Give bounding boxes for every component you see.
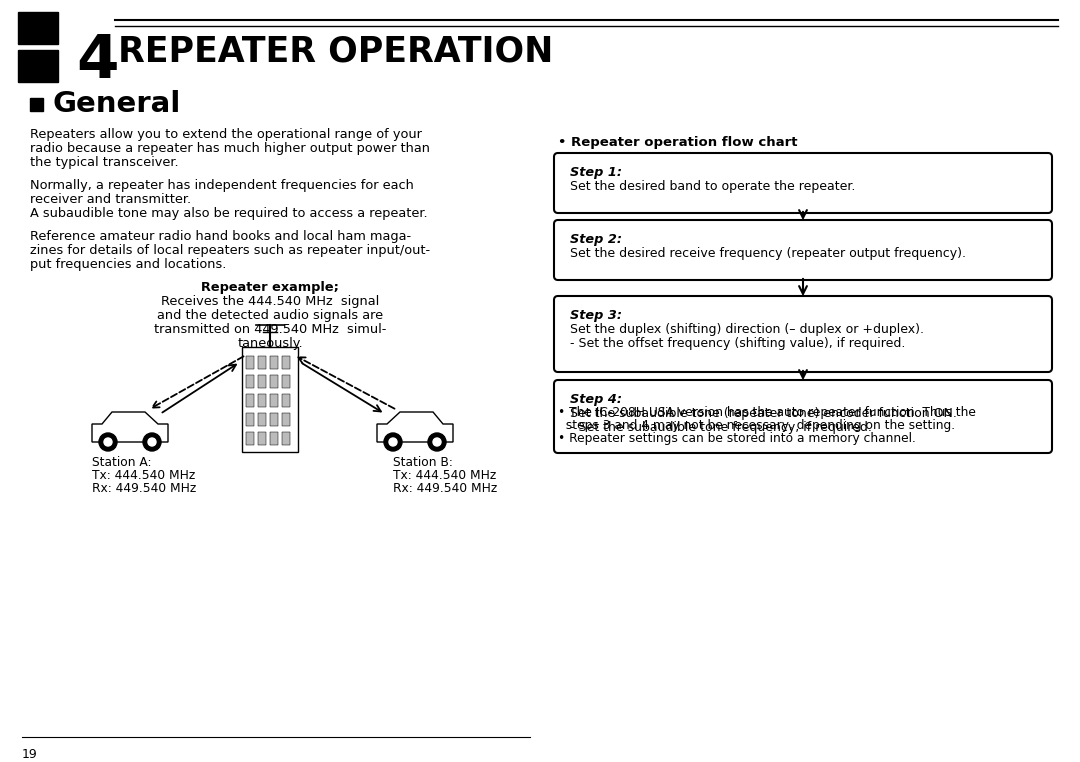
Text: Step 3:: Step 3: [570, 309, 622, 322]
Text: Normally, a repeater has independent frequencies for each: Normally, a repeater has independent fre… [30, 179, 414, 192]
Bar [282, 413, 291, 426]
Bar [270, 413, 278, 426]
Text: Set the desired receive frequency (repeater output frequency).: Set the desired receive frequency (repea… [570, 247, 966, 260]
Circle shape [384, 433, 402, 451]
FancyBboxPatch shape [554, 296, 1052, 372]
Bar [258, 394, 266, 407]
Bar [246, 413, 254, 426]
Bar [246, 394, 254, 407]
Text: • The IC-208H USA version has the auto repeater function. Thus the: • The IC-208H USA version has the auto r… [558, 406, 976, 419]
Text: - Set the subaudible tone frequency, if required.: - Set the subaudible tone frequency, if … [570, 421, 872, 434]
Text: Set the desired band to operate the repeater.: Set the desired band to operate the repe… [570, 180, 855, 193]
Circle shape [148, 438, 156, 446]
Text: Set the subaudible tone (repeater tone) encoder function ON.: Set the subaudible tone (repeater tone) … [570, 407, 957, 420]
Text: the typical transceiver.: the typical transceiver. [30, 156, 178, 169]
Text: Tx: 444.540 MHz: Tx: 444.540 MHz [393, 469, 496, 482]
Text: Step 1:: Step 1: [570, 166, 622, 179]
Polygon shape [377, 412, 453, 442]
Circle shape [428, 433, 446, 451]
Bar [30, 98, 43, 111]
Text: Tx: 444.540 MHz: Tx: 444.540 MHz [92, 469, 195, 482]
Text: • Repeater operation flow chart: • Repeater operation flow chart [558, 136, 797, 149]
FancyBboxPatch shape [554, 153, 1052, 213]
Bar [270, 375, 278, 388]
FancyBboxPatch shape [554, 220, 1052, 280]
Text: Receives the 444.540 MHz  signal: Receives the 444.540 MHz signal [161, 295, 379, 308]
Text: REPEATER OPERATION: REPEATER OPERATION [118, 35, 553, 69]
Text: receiver and transmitter.: receiver and transmitter. [30, 193, 191, 206]
Bar [282, 375, 291, 388]
Bar [258, 375, 266, 388]
Bar [282, 394, 291, 407]
Text: radio because a repeater has much higher output power than: radio because a repeater has much higher… [30, 142, 430, 155]
Text: Step 2:: Step 2: [570, 233, 622, 246]
Circle shape [99, 433, 117, 451]
Bar [270, 432, 278, 445]
Text: 4: 4 [76, 33, 119, 91]
Circle shape [104, 438, 112, 446]
Circle shape [389, 438, 397, 446]
Text: Set the duplex (shifting) direction (– duplex or +duplex).: Set the duplex (shifting) direction (– d… [570, 323, 924, 336]
Text: Repeaters allow you to extend the operational range of your: Repeaters allow you to extend the operat… [30, 128, 422, 141]
Text: • Repeater settings can be stored into a memory channel.: • Repeater settings can be stored into a… [558, 432, 916, 445]
Bar [270, 394, 278, 407]
Circle shape [433, 438, 441, 446]
Text: 19: 19 [22, 748, 38, 761]
Text: put frequencies and locations.: put frequencies and locations. [30, 258, 227, 271]
Circle shape [143, 433, 161, 451]
Text: - Set the offset frequency (shifting value), if required.: - Set the offset frequency (shifting val… [570, 337, 905, 350]
Text: General: General [53, 90, 181, 118]
Bar [270, 356, 278, 369]
Bar [246, 375, 254, 388]
FancyBboxPatch shape [554, 380, 1052, 453]
Text: Rx: 449.540 MHz: Rx: 449.540 MHz [92, 482, 197, 495]
Bar [258, 432, 266, 445]
Text: taneously.: taneously. [238, 337, 302, 350]
Text: steps 3 and 4 may not be necessary, depending on the setting.: steps 3 and 4 may not be necessary, depe… [558, 419, 955, 432]
Bar [246, 432, 254, 445]
Bar [282, 356, 291, 369]
Bar [282, 432, 291, 445]
Text: and the detected audio signals are: and the detected audio signals are [157, 309, 383, 322]
Bar [246, 356, 254, 369]
Bar [258, 413, 266, 426]
Text: Rx: 449.540 MHz: Rx: 449.540 MHz [393, 482, 497, 495]
Text: Reference amateur radio hand books and local ham maga-: Reference amateur radio hand books and l… [30, 230, 411, 243]
Text: Step 4:: Step 4: [570, 393, 622, 406]
Bar [242, 347, 298, 452]
Text: Station B:: Station B: [393, 456, 453, 469]
Text: Station A:: Station A: [92, 456, 151, 469]
Text: A subaudible tone may also be required to access a repeater.: A subaudible tone may also be required t… [30, 207, 428, 220]
Text: transmitted on 449.540 MHz  simul-: transmitted on 449.540 MHz simul- [153, 323, 387, 336]
Bar [258, 356, 266, 369]
Text: Repeater example;: Repeater example; [201, 281, 339, 294]
Text: zines for details of local repeaters such as repeater input/out-: zines for details of local repeaters suc… [30, 244, 430, 257]
Bar [18, 50, 58, 82]
Polygon shape [92, 412, 168, 442]
Bar [18, 12, 58, 44]
